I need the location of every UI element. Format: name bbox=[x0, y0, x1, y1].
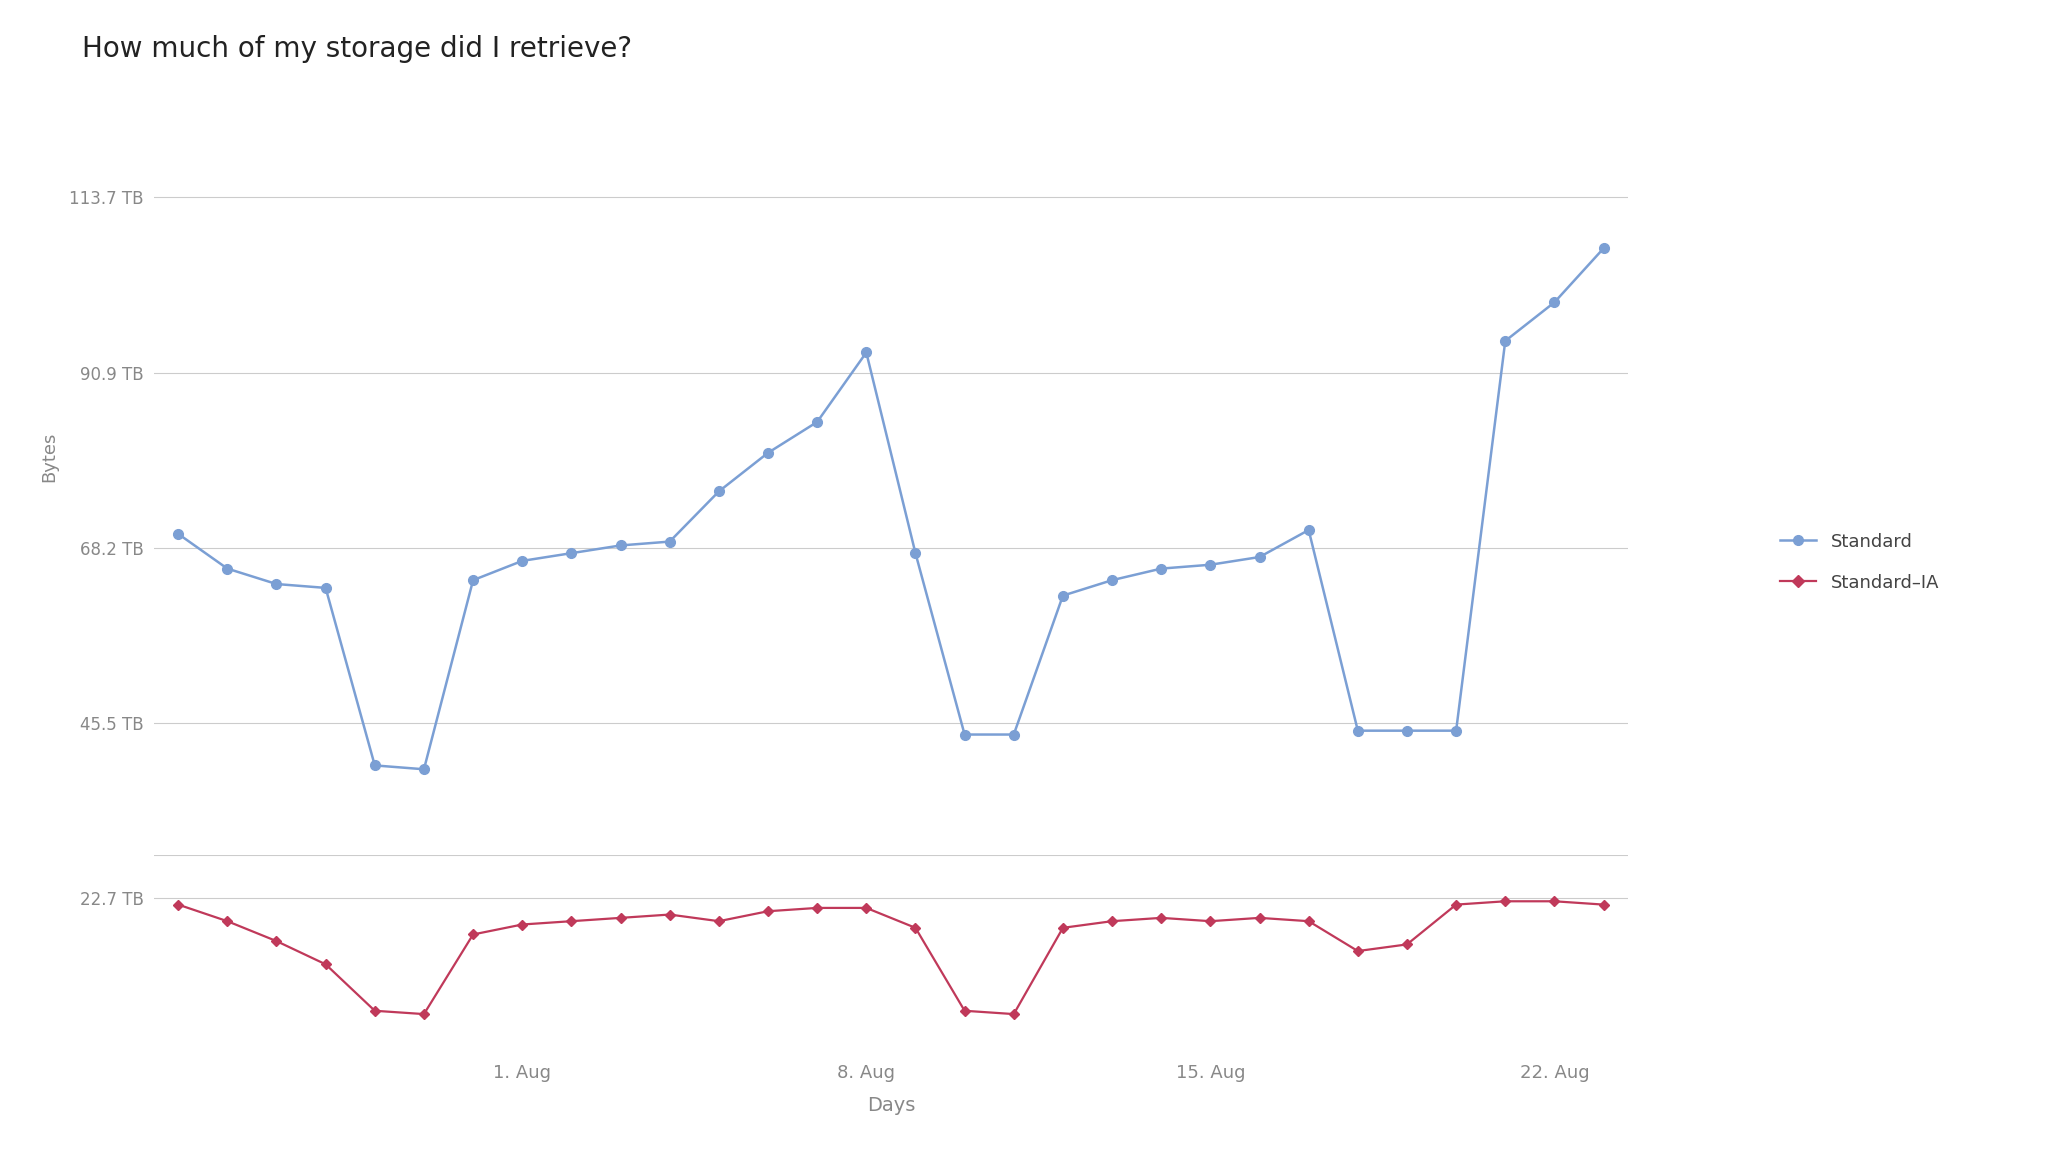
X-axis label: Days: Days bbox=[866, 1096, 915, 1115]
Text: How much of my storage did I retrieve?: How much of my storage did I retrieve? bbox=[82, 35, 633, 63]
Legend: Standard, Standard–IA: Standard, Standard–IA bbox=[1761, 514, 1958, 610]
Y-axis label: Bytes: Bytes bbox=[41, 431, 57, 482]
